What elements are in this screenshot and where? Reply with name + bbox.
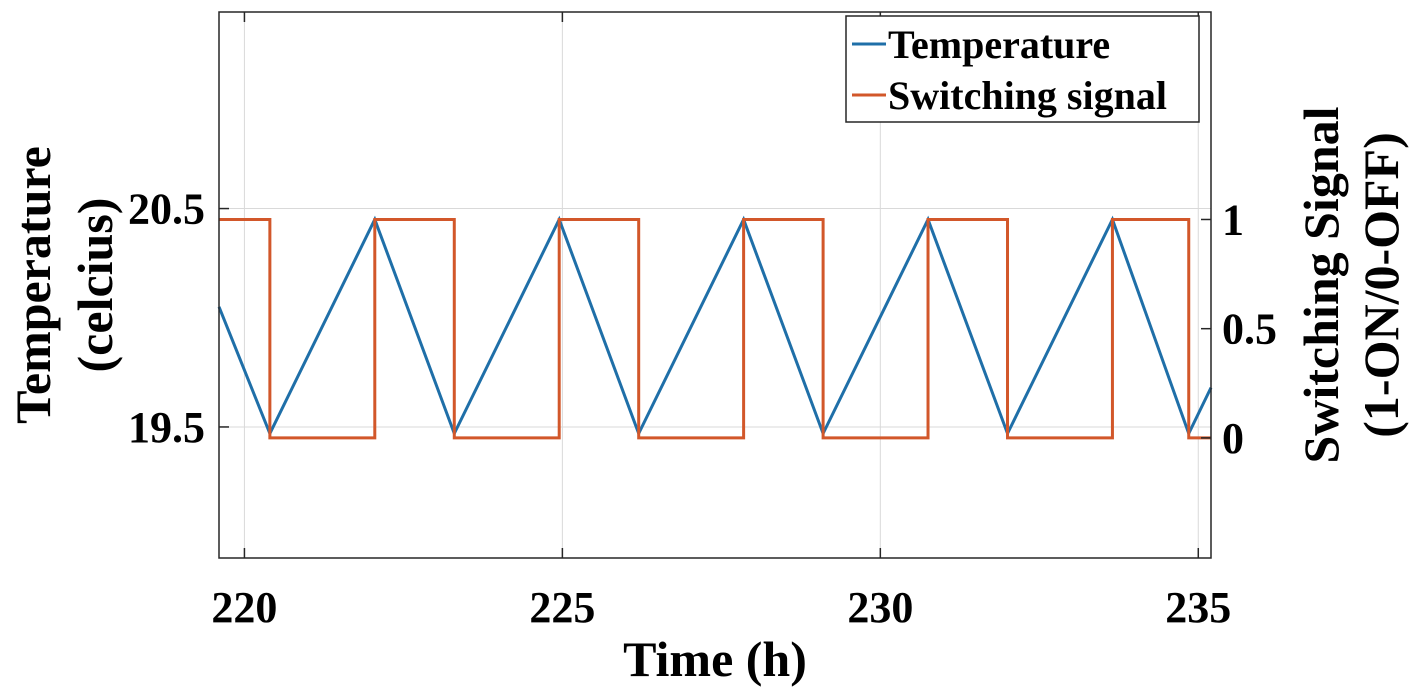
- y-right-tick-label: 0: [1222, 414, 1244, 463]
- legend-box: [845, 15, 1200, 123]
- y-right-axis-title: Switching Signal (1-ON/0-OFF): [1293, 106, 1409, 463]
- axes-box: [218, 11, 1212, 559]
- series-layer: [217, 215, 1213, 440]
- y-left-tick-label: 20.5: [128, 185, 205, 234]
- x-tick-label: 225: [529, 583, 595, 632]
- y-right-axis-title-line2: (1-ON/0-OFF): [1353, 132, 1409, 437]
- x-tick-label: 235: [1165, 583, 1231, 632]
- y-left-tick-label: 19.5: [128, 403, 205, 452]
- y-right-axis-title-line1: Switching Signal: [1293, 106, 1349, 463]
- y-left-axis-title-line1: Temperature: [5, 146, 61, 424]
- series-line-switching-signal: [219, 217, 1211, 440]
- legend-label-switching-signal: Switching signal: [888, 73, 1167, 118]
- y-right-tick-label: 0.5: [1222, 305, 1277, 354]
- legend-label-temperature: Temperature: [888, 22, 1110, 67]
- x-axis-title: Time (h): [623, 631, 807, 687]
- legend: Temperature Switching signal: [845, 15, 1200, 123]
- y-left-axis-title-line2: (celcius): [67, 198, 123, 373]
- ticks: 220 225 230 235 19.5 20.5 0 0.5 1: [128, 12, 1277, 632]
- y-left-axis-title: Temperature (celcius): [5, 146, 123, 424]
- x-tick-label: 220: [211, 583, 277, 632]
- x-tick-label: 230: [847, 583, 913, 632]
- y-right-tick-label: 1: [1222, 195, 1244, 244]
